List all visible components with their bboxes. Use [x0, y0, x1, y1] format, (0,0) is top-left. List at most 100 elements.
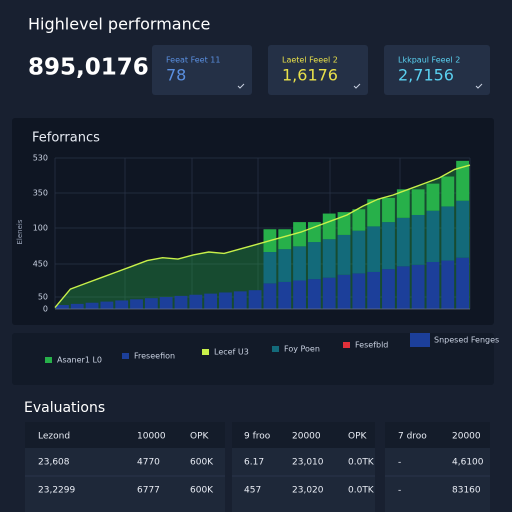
bar-segment — [352, 209, 366, 231]
check-icon — [353, 83, 361, 89]
bar-segment — [367, 271, 381, 309]
bar-segment — [219, 292, 232, 309]
bar-segment — [426, 261, 440, 309]
table-cell: 23,608 — [38, 458, 70, 468]
table-cell: 23,020 — [292, 486, 324, 496]
table-header: 10000 — [137, 432, 166, 442]
kpi-card — [268, 45, 368, 95]
bar-segment — [278, 229, 292, 250]
bar-segment — [426, 183, 440, 211]
y-axis-title: Eleneis — [16, 219, 24, 244]
bar-segment — [441, 176, 455, 207]
kpi-label: Laetel Feeel 2 — [282, 56, 338, 65]
legend-label: Freseefion — [134, 352, 175, 361]
bar-segment — [456, 257, 469, 309]
bar-segment — [307, 279, 321, 309]
y-tick-label: 350 — [33, 189, 48, 198]
bar-segment — [85, 302, 99, 309]
table-header: OPK — [348, 432, 368, 442]
bar-segment — [382, 269, 395, 309]
kpi-value: 1,6176 — [282, 66, 338, 85]
bar-segment — [307, 242, 321, 280]
bar-segment — [382, 222, 395, 270]
bar-segment — [382, 197, 395, 223]
bar-segment — [322, 213, 336, 240]
table-cell: - — [398, 486, 401, 496]
table-cell: 23,010 — [292, 458, 324, 468]
bar-segment — [174, 295, 188, 309]
bar-segment — [263, 252, 277, 284]
legend-swatch — [45, 357, 52, 363]
table-header-bg — [25, 422, 225, 448]
legend-label: Fesefbld — [355, 341, 388, 350]
page-title: Highlevel performance — [28, 15, 210, 34]
bar-segment — [352, 273, 366, 309]
bar-segment — [337, 234, 351, 275]
legend-label: Lecef U3 — [214, 348, 249, 357]
bar-segment — [278, 281, 292, 309]
y-tick-label: 100 — [33, 224, 48, 233]
bar-segment — [396, 189, 410, 218]
bar-segment — [426, 210, 440, 262]
bar-segment — [396, 266, 410, 309]
table-cell: 6777 — [137, 486, 160, 496]
bar-segment — [367, 226, 381, 272]
table-cell: 83160 — [452, 486, 481, 496]
table-header: 20000 — [292, 432, 321, 442]
y-tick-label: 50 — [38, 293, 48, 302]
bar-segment — [56, 305, 69, 309]
table-cell: 0.0TK — [348, 458, 375, 468]
bar-segment — [233, 291, 247, 309]
section-title: Evaluations — [24, 400, 105, 416]
area — [55, 165, 470, 309]
table-cell: 600K — [190, 486, 214, 496]
table-cell: - — [398, 458, 401, 468]
kpi-card — [152, 45, 252, 95]
line — [54, 164, 471, 309]
table-header-bg — [385, 422, 490, 448]
check-icon — [237, 83, 245, 89]
bar-segment — [115, 300, 129, 309]
table-header: Lezond — [38, 432, 70, 442]
bar-segment — [130, 299, 143, 309]
table-cell: 6.17 — [244, 458, 264, 468]
bar-segment — [411, 189, 425, 215]
legend-swatch — [202, 349, 209, 355]
check-icon — [475, 83, 483, 89]
bar-segment — [278, 249, 292, 282]
legend-swatch — [343, 342, 350, 348]
total-value: 895,0176 — [28, 55, 149, 81]
legend-panel — [12, 333, 494, 385]
table-header: OPK — [190, 432, 210, 442]
bar-segment — [293, 280, 306, 309]
bar-segment — [144, 298, 158, 309]
table-cell: 600K — [190, 458, 214, 468]
kpi-card — [384, 45, 490, 95]
table-header: 20000 — [452, 432, 481, 442]
kpi-value: 78 — [166, 66, 186, 85]
bar-segment — [441, 260, 455, 309]
y-tick-label: 530 — [33, 154, 48, 163]
bar-segment — [322, 239, 336, 278]
bar-segment — [263, 283, 277, 309]
kpi-label: Lkkpaul Feeel 2 — [398, 56, 460, 65]
bar-segment — [411, 214, 425, 265]
bar-segment — [100, 301, 114, 309]
bar-segment — [456, 160, 469, 201]
bar-segment — [411, 264, 425, 309]
legend-swatch — [410, 333, 430, 347]
bar-segment — [70, 303, 84, 309]
legend-label: Foy Poen — [284, 345, 320, 354]
bar-segment — [159, 297, 173, 309]
legend-label: Asaner1 L0 — [57, 356, 102, 365]
table-header-bg — [232, 422, 375, 448]
bar-segment — [396, 217, 410, 267]
bar-segment — [293, 222, 306, 247]
table-header: 7 droo — [398, 432, 427, 442]
table-header: 9 froo — [244, 432, 271, 442]
bar-segment — [337, 274, 351, 309]
table-cell: 4770 — [137, 458, 160, 468]
